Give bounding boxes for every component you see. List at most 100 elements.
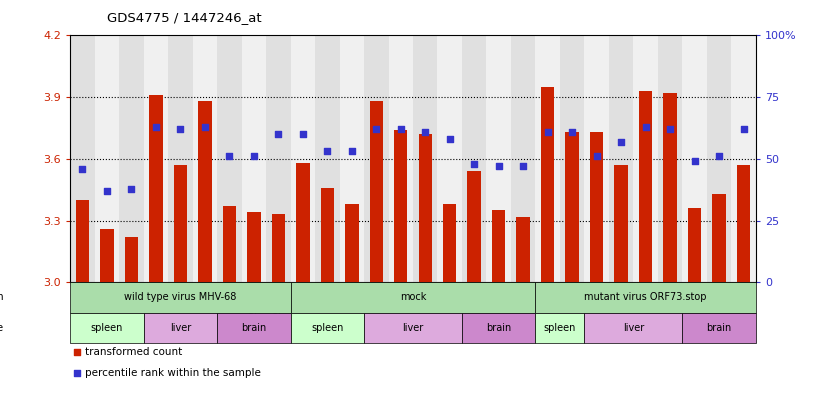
- Bar: [320, 188, 334, 283]
- Bar: [192, 35, 217, 283]
- Point: [443, 136, 456, 142]
- Point: [639, 124, 653, 130]
- Point: [590, 153, 603, 160]
- Point: [737, 126, 750, 132]
- Bar: [70, 312, 144, 343]
- Point: [125, 185, 138, 192]
- Text: brain: brain: [706, 323, 732, 333]
- Bar: [100, 229, 114, 283]
- Bar: [272, 215, 285, 283]
- Text: transformed count: transformed count: [85, 347, 183, 357]
- Bar: [291, 283, 535, 312]
- Point: [394, 126, 407, 132]
- Bar: [535, 312, 585, 343]
- Point: [663, 126, 676, 132]
- Point: [541, 129, 554, 135]
- Text: mutant virus ORF73.stop: mutant virus ORF73.stop: [584, 292, 707, 303]
- Bar: [217, 35, 242, 283]
- Bar: [468, 171, 481, 283]
- Bar: [712, 194, 726, 283]
- Bar: [737, 165, 750, 283]
- Point: [492, 163, 506, 169]
- Text: tissue: tissue: [0, 323, 4, 333]
- Bar: [462, 312, 535, 343]
- Point: [468, 282, 482, 288]
- Bar: [173, 165, 188, 283]
- Point: [615, 138, 628, 145]
- Bar: [169, 35, 192, 283]
- Point: [223, 153, 236, 160]
- Bar: [144, 312, 217, 343]
- Text: liver: liver: [623, 323, 644, 333]
- Point: [688, 158, 701, 165]
- Bar: [657, 35, 682, 283]
- Bar: [70, 283, 291, 312]
- Text: wild type virus MHV-68: wild type virus MHV-68: [124, 292, 236, 303]
- Point: [419, 129, 432, 135]
- Bar: [413, 35, 438, 283]
- Point: [272, 131, 285, 137]
- Bar: [247, 212, 260, 283]
- Bar: [487, 35, 511, 283]
- Bar: [443, 204, 457, 283]
- Point: [198, 124, 211, 130]
- Point: [713, 153, 726, 160]
- Bar: [438, 35, 462, 283]
- Point: [173, 126, 187, 132]
- Bar: [70, 35, 95, 283]
- Point: [516, 163, 529, 169]
- Bar: [682, 35, 707, 283]
- Text: infection: infection: [0, 292, 4, 303]
- Bar: [535, 283, 756, 312]
- Bar: [492, 210, 506, 283]
- Bar: [688, 208, 701, 283]
- Point: [370, 126, 383, 132]
- Bar: [462, 35, 487, 283]
- Bar: [144, 35, 169, 283]
- Bar: [585, 35, 609, 283]
- Bar: [291, 312, 364, 343]
- Bar: [217, 312, 291, 343]
- Bar: [707, 35, 731, 283]
- Bar: [291, 35, 315, 283]
- Bar: [516, 217, 530, 283]
- Text: spleen: spleen: [311, 323, 344, 333]
- Point: [150, 124, 163, 130]
- Bar: [585, 312, 682, 343]
- Point: [76, 165, 89, 172]
- Bar: [560, 35, 585, 283]
- Text: brain: brain: [486, 323, 511, 333]
- Bar: [541, 87, 554, 283]
- Bar: [125, 237, 138, 283]
- Bar: [731, 35, 756, 283]
- Bar: [615, 165, 628, 283]
- Bar: [150, 95, 163, 283]
- Bar: [634, 35, 657, 283]
- Bar: [339, 35, 364, 283]
- Bar: [663, 93, 676, 283]
- Bar: [609, 35, 634, 283]
- Bar: [242, 35, 266, 283]
- Text: liver: liver: [170, 323, 191, 333]
- Point: [566, 129, 579, 135]
- Bar: [315, 35, 339, 283]
- Bar: [590, 132, 603, 283]
- Text: mock: mock: [400, 292, 426, 303]
- Point: [297, 131, 310, 137]
- Text: percentile rank within the sample: percentile rank within the sample: [85, 368, 261, 378]
- Bar: [119, 35, 144, 283]
- Bar: [419, 134, 432, 283]
- Point: [100, 188, 113, 194]
- Text: spleen: spleen: [91, 323, 123, 333]
- Text: spleen: spleen: [544, 323, 576, 333]
- Bar: [511, 35, 535, 283]
- Text: GDS4775 / 1447246_at: GDS4775 / 1447246_at: [107, 11, 262, 24]
- Bar: [364, 312, 462, 343]
- Point: [320, 148, 334, 154]
- Bar: [266, 35, 291, 283]
- Bar: [388, 35, 413, 283]
- Bar: [535, 35, 560, 283]
- Bar: [638, 91, 653, 283]
- Bar: [223, 206, 236, 283]
- Bar: [296, 163, 310, 283]
